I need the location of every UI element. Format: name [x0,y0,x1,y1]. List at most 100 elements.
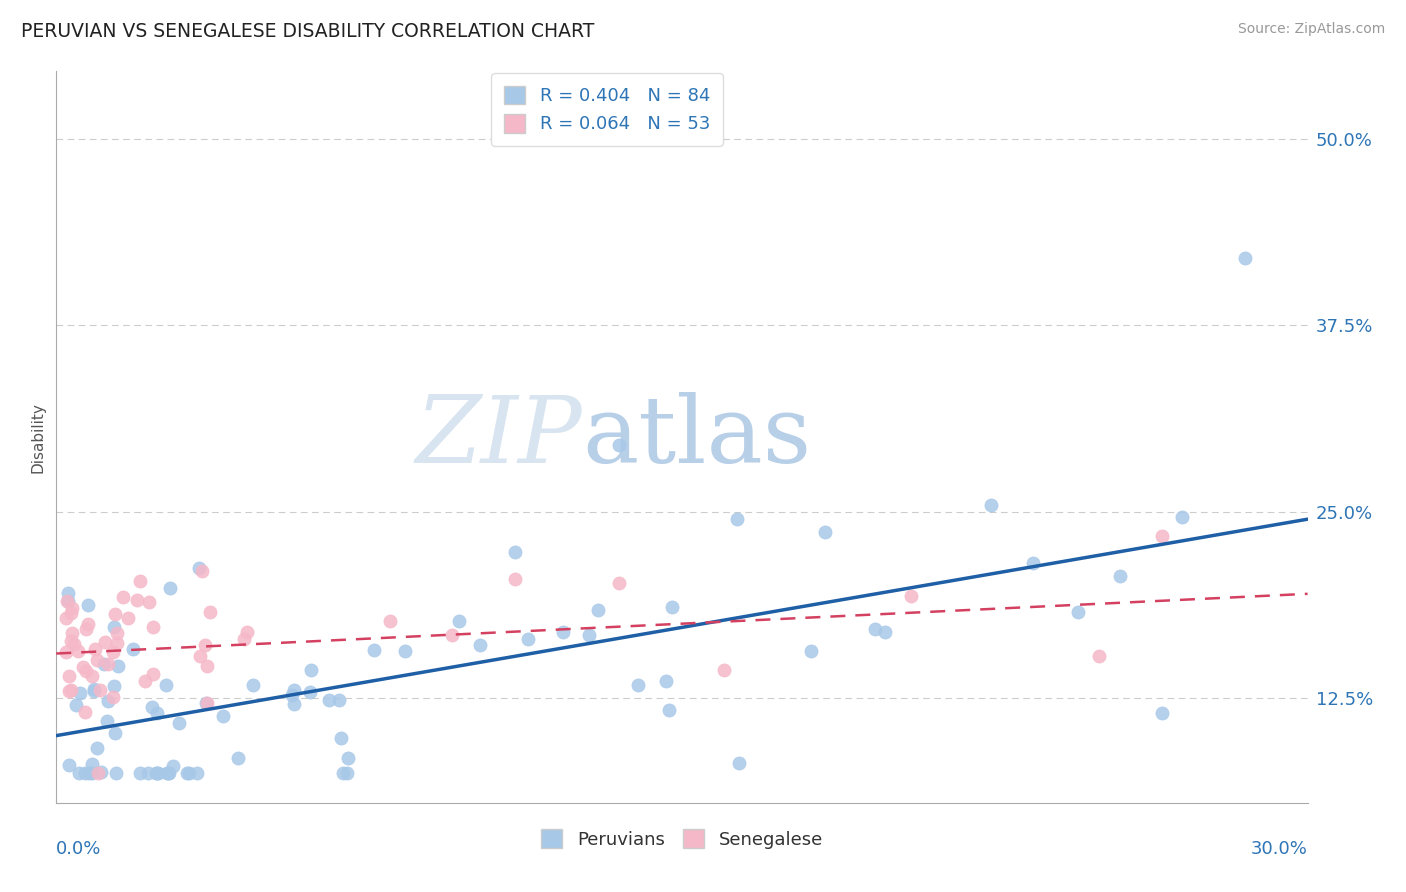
Point [236,625,259,640]
Point [86,653,108,667]
Point [76,616,98,631]
Point [105,636,128,650]
Point [136,766,159,780]
Point [77,599,100,613]
Point [86,741,108,756]
Point [75,623,97,637]
Point [146,766,169,780]
Point [60,606,83,620]
Point [197,696,219,710]
Text: 30.0%: 30.0% [1251,840,1308,858]
Point [363,643,385,657]
Point [162,758,184,772]
Point [281,689,304,703]
Point [104,607,127,621]
Point [863,622,886,636]
Point [104,726,127,740]
Point [212,709,235,723]
Point [58,683,80,698]
Point [1171,510,1194,524]
Y-axis label: Disability: Disability [30,401,45,473]
Text: 0.0%: 0.0% [56,840,101,858]
Point [97,694,120,708]
Legend: Peruvians, Senegalese: Peruvians, Senegalese [533,822,831,856]
Point [80,669,103,683]
Text: ZIP: ZIP [415,392,582,482]
Point [194,638,217,652]
Point [77,766,100,780]
Point [503,572,526,586]
Point [1067,605,1090,619]
Point [156,766,179,780]
Point [107,659,129,673]
Point [56,594,79,608]
Point [228,750,250,764]
Point [176,766,198,780]
Point [72,660,94,674]
Point [1150,706,1173,721]
Point [97,657,120,672]
Text: atlas: atlas [582,392,811,482]
Point [190,648,212,663]
Point [800,643,823,657]
Point [1022,556,1045,570]
Point [873,624,896,639]
Point [67,766,90,780]
Point [134,674,156,689]
Point [58,758,80,772]
Point [73,705,96,719]
Point [551,624,574,639]
Point [128,574,150,589]
Point [87,766,110,780]
Point [59,682,82,697]
Point [145,766,167,780]
Point [195,696,218,710]
Point [65,698,87,713]
Point [89,682,111,697]
Point [146,706,169,720]
Point [96,714,118,728]
Point [378,614,401,628]
Point [60,600,83,615]
Point [337,751,360,765]
Point [58,669,80,683]
Point [105,766,128,780]
Point [283,697,305,711]
Point [103,690,125,705]
Point [1088,649,1111,664]
Point [83,684,105,698]
Point [627,678,650,692]
Point [138,594,160,608]
Point [105,625,128,640]
Point [658,703,681,717]
Point [198,606,221,620]
Point [129,766,152,780]
Point [55,645,77,659]
Point [90,765,112,780]
Point [167,715,190,730]
Point [728,756,751,770]
Point [103,679,125,693]
Point [60,626,83,640]
Point [80,766,103,780]
Point [69,686,91,700]
Point [186,766,208,780]
Point [332,766,354,780]
Point [503,545,526,559]
Point [66,644,89,658]
Point [447,614,470,628]
Text: PERUVIAN VS SENEGALESE DISABILITY CORRELATION CHART: PERUVIAN VS SENEGALESE DISABILITY CORREL… [21,22,595,41]
Point [111,590,134,604]
Point [93,635,115,649]
Point [75,766,97,780]
Point [299,663,322,677]
Point [232,632,254,647]
Point [578,628,600,642]
Point [157,766,180,780]
Point [713,663,735,677]
Point [142,666,165,681]
Point [101,645,124,659]
Point [195,658,218,673]
Point [661,599,683,614]
Point [394,644,416,658]
